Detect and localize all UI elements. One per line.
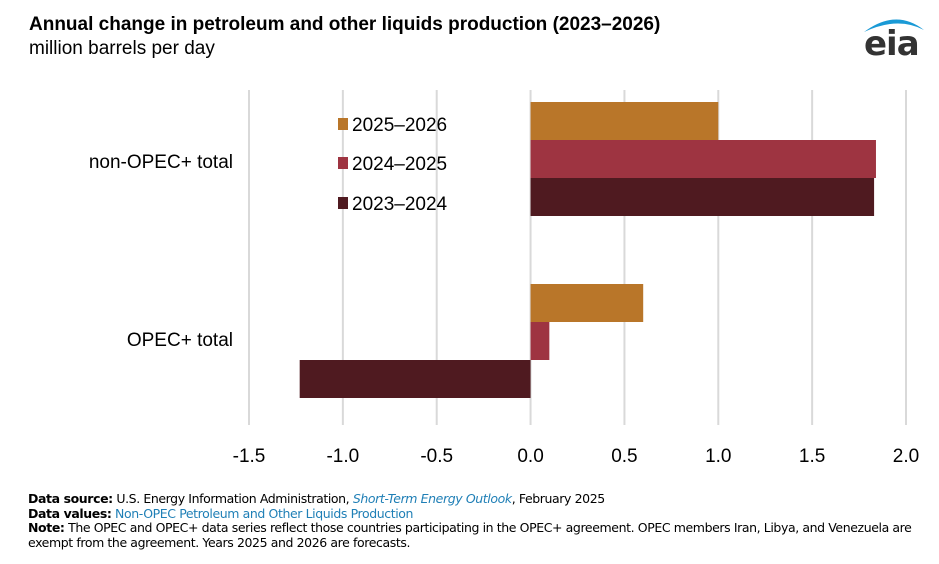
data-values-line: Data values: Non-OPEC Petroleum and Othe… <box>28 505 928 522</box>
bar-non-opec-2023–2024 <box>530 178 875 216</box>
x-tick-label: 0.0 <box>517 446 543 467</box>
legend-label: 2025–2026 <box>352 115 447 136</box>
data-source-line: Data source: U.S. Energy Information Adm… <box>28 491 928 507</box>
bar-chart: non-OPEC+ total OPEC+ total -1.5 -1.0 -0.5 0… <box>89 90 920 467</box>
legend-swatch <box>338 157 348 169</box>
source-text: U.S. Energy Information Administration, <box>116 491 350 506</box>
bar-opec-2024–2025 <box>530 322 550 360</box>
bar-non-opec-2025–2026 <box>530 102 719 140</box>
chart-title: Annual change in petroleum and other liq… <box>29 14 661 35</box>
source-date: , February 2025 <box>511 491 606 506</box>
eia-logo[interactable]: eia <box>858 10 928 64</box>
legend-swatch <box>338 118 348 130</box>
category-labels: non-OPEC+ total OPEC+ total <box>89 152 233 351</box>
values-label: Data values: <box>28 505 112 521</box>
x-tick-label: -0.5 <box>420 446 453 467</box>
steo-link[interactable]: Short-Term Energy Outlook <box>352 491 512 506</box>
legend-label: 2024–2025 <box>352 154 447 175</box>
x-tick-label: 1.0 <box>705 446 731 467</box>
chart-subtitle: million barrels per day <box>29 38 215 59</box>
x-tick-label: -1.5 <box>233 446 266 467</box>
legend-swatch <box>338 197 348 209</box>
category-label: OPEC+ total <box>127 330 233 351</box>
bar-opec-2025–2026 <box>530 284 644 322</box>
eia-arc-logo-icon <box>864 19 924 32</box>
footer: Data source: U.S. Energy Information Adm… <box>28 491 928 550</box>
legend: 2025–2026 2024–2025 2023–2024 <box>338 115 448 215</box>
note-line: Note: The OPEC and OPEC+ data series ref… <box>28 520 928 550</box>
data-values-link[interactable]: Non-OPEC Petroleum and Other Liquids Pro… <box>115 505 414 521</box>
bars <box>299 102 876 398</box>
eia-logo-text: eia <box>864 24 920 64</box>
x-tick-label: -1.0 <box>326 446 359 467</box>
x-tick-label: 1.5 <box>799 446 825 467</box>
legend-label: 2023–2024 <box>352 194 448 215</box>
category-label: non-OPEC+ total <box>89 152 233 173</box>
bar-opec-2023–2024 <box>299 360 531 398</box>
x-tick-labels: -1.5 -1.0 -0.5 0.0 0.5 1.0 1.5 2.0 <box>233 446 920 467</box>
x-tick-label: 2.0 <box>893 446 919 467</box>
x-tick-label: 0.5 <box>611 446 637 467</box>
note-label: Note: <box>28 520 65 535</box>
note-text: The OPEC and OPEC+ data series reflect t… <box>28 520 912 550</box>
source-label: Data source: <box>28 491 113 506</box>
bar-non-opec-2024–2025 <box>530 140 876 178</box>
